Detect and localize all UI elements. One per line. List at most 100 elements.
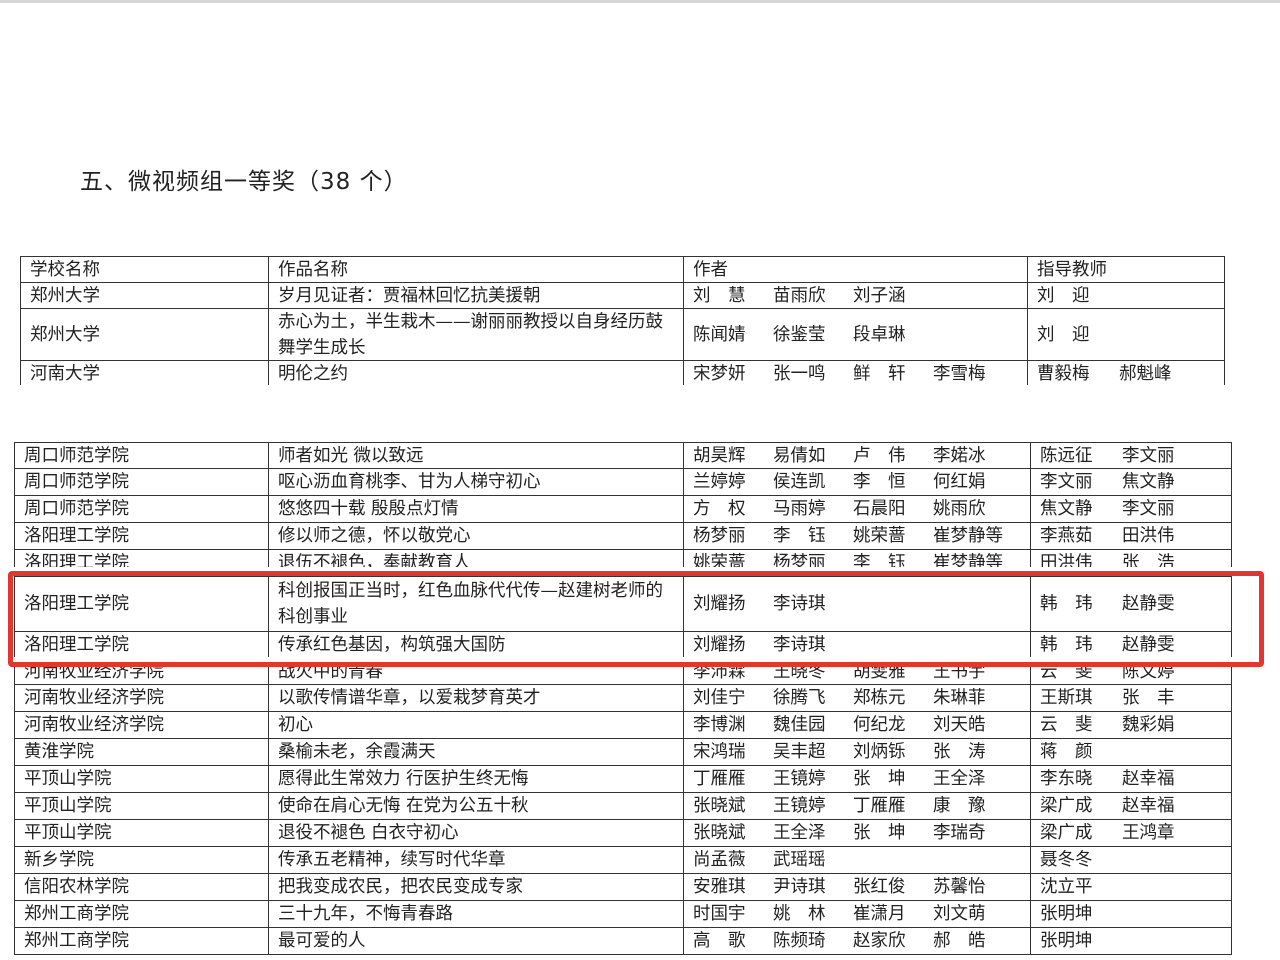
top-edge (0, 0, 1280, 3)
author-name: 鲜 轩 (853, 363, 906, 384)
author-name: 王全泽 (933, 769, 986, 789)
author-name: 张红俊 (853, 877, 906, 897)
school-cell: 周口师范学院 (15, 496, 269, 522)
school-cell: 洛阳理工学院 (15, 577, 269, 631)
author-name: 张晓斌 (693, 796, 746, 816)
work-cell: 三十九年，不悔青春路 (269, 901, 684, 927)
work-cell: 退役不褪色 白衣守初心 (269, 820, 684, 846)
author-name: 李婼冰 (933, 445, 986, 466)
author-name: 胡昊辉 (693, 445, 746, 466)
teacher-name: 李东晓 (1040, 769, 1093, 789)
authors-cell: 安雅琪 尹诗琪 张红俊 苏馨怡 (684, 874, 1031, 900)
author-name: 刘天皓 (933, 715, 986, 735)
author-name: 李瑞奇 (933, 823, 986, 843)
award-table-bottom: 周口师范学院 师者如光 微以致远 胡昊辉 易倩如卢 伟李婼冰 陈远征 李文丽 周口师范学院呕… (14, 442, 1232, 955)
award-table-top: 学校名称 作品名称 作者 指导教师 郑州大学 岁月见证者：贾福林回忆抗美援朝刘 慧苗雨欣刘… (20, 256, 1225, 385)
school-cell: 郑州工商学院 (15, 928, 269, 954)
author-name: 侯连凯 (773, 472, 826, 492)
author-name: 兰婷婷 (693, 472, 746, 492)
work-cell: 传承红色基因，构筑强大国防 (269, 632, 684, 658)
teacher-name: 李燕茹 (1040, 526, 1093, 546)
work-cell: 最可爱的人 (269, 928, 684, 954)
teachers-cell: 李文丽 焦文静 (1031, 469, 1231, 495)
teacher-name: 焦文静 (1040, 499, 1093, 519)
table-row: 平顶山学院 使命在肩心无悔 在党为公五十秋 张晓斌 王镜婷 丁雁雁 康 豫 梁广成 赵幸福 (15, 793, 1231, 820)
author-name: 高 歌 (693, 931, 746, 951)
teacher-name: 赵静雯 (1122, 594, 1175, 614)
authors-cell: 尚孟薇 武瑶瑶 (684, 847, 1031, 873)
teachers-cell: 韩 玮 赵静雯 (1031, 632, 1231, 658)
table-row: 平顶山学院 愿得此生常效力 行医护生终无悔 丁雁雁 王镜婷 张 坤 王全泽 李东晓 赵幸福 (15, 766, 1231, 793)
table-row: 周口师范学院 悠悠四十载 殷殷点灯情方 权 马雨婷 石晨阳 姚雨欣 焦文静 李文丽 (15, 496, 1231, 523)
school-cell: 周口师范学院 (15, 443, 269, 468)
teachers-cell: 张明坤 (1031, 928, 1231, 954)
teacher-name: 曹毅梅 (1037, 363, 1090, 384)
author-name: 刘耀扬 (693, 635, 746, 655)
page-gap (0, 657, 1280, 666)
author-name: 吴丰超 (773, 742, 826, 762)
author-name: 卢 伟 (853, 445, 906, 466)
author-name: 张 坤 (853, 769, 906, 789)
authors-cell: 胡昊辉 易倩如 卢 伟 李婼冰 (684, 443, 1031, 468)
author-name: 张 坤 (853, 823, 906, 843)
author-name: 李雪梅 (933, 363, 986, 384)
author-name: 时国宇 (693, 904, 746, 924)
author-name: 姚雨欣 (933, 499, 986, 519)
authors-cell: 刘 慧 苗雨欣 刘子涵 (684, 283, 1028, 308)
work-cell: 愿得此生常效力 行医护生终无悔 (269, 766, 684, 792)
school-cell: 平顶山学院 (15, 766, 269, 792)
teachers-cell: 焦文静 李文丽 (1031, 496, 1231, 522)
author-name: 刘佳宁 (693, 688, 746, 708)
teacher-name: 刘 迎 (1037, 285, 1090, 306)
school-cell: 郑州大学 (21, 283, 269, 308)
teacher-name: 张明坤 (1040, 904, 1093, 924)
author-name: 李 钰 (773, 526, 826, 546)
author-name: 张 涛 (933, 742, 986, 762)
teachers-cell: 梁广成 赵幸福 (1031, 793, 1231, 819)
teachers-cell: 云 斐 魏彩娟 (1031, 712, 1231, 738)
author-name: 尚孟薇 (693, 850, 746, 870)
author-name: 王镜婷 (773, 769, 826, 789)
work-cell: 使命在肩心无悔 在党为公五十秋 (269, 793, 684, 819)
teachers-cell: 梁广成 王鸿章 (1031, 820, 1231, 846)
author-name: 姚荣蔷 (853, 526, 906, 546)
authors-cell: 李博渊 魏佳园 何纪龙 刘天皓 (684, 712, 1031, 738)
teachers-cell: 曹毅梅 郝魁峰 (1028, 361, 1224, 385)
author-name: 郑栋元 (853, 688, 906, 708)
work-cell: 初心 (269, 712, 684, 738)
author-name: 刘耀扬 (693, 594, 746, 614)
teachers-cell: 陈远征 李文丽 (1031, 443, 1231, 468)
table-row: 周口师范学院 师者如光 微以致远 胡昊辉 易倩如 卢 伟 李婼冰 陈远征 李文丽 (15, 443, 1231, 469)
authors-cell: 时国宇 姚 林 崔潇月 刘文萌 (684, 901, 1031, 927)
author-name: 朱琳菲 (933, 688, 986, 708)
author-name: 何红娟 (933, 472, 986, 492)
teachers-cell: 聂冬冬 (1031, 847, 1231, 873)
table-row: 平顶山学院 退役不褪色 白衣守初心 张晓斌 王全泽 张 坤 李瑞奇 梁广成 王鸿章 (15, 820, 1231, 847)
authors-cell: 丁雁雁 王镜婷 张 坤 王全泽 (684, 766, 1031, 792)
teachers-cell: 蒋 颜 (1031, 739, 1231, 765)
school-cell: 信阳农林学院 (15, 874, 269, 900)
teachers-cell: 王斯琪 张 丰 (1031, 685, 1231, 711)
header-work-cell: 作品名称 (269, 257, 684, 282)
teachers-cell: 李燕茹 田洪伟 (1031, 523, 1231, 549)
header-school-cell: 学校名称 (21, 257, 269, 282)
teachers-cell: 沈立平 (1031, 874, 1231, 900)
school-cell: 郑州大学 (21, 309, 269, 360)
school-cell: 河南牧业经济学院 (15, 712, 269, 738)
author-name: 丁雁雁 (853, 796, 906, 816)
teacher-name: 韩 玮 (1040, 635, 1093, 655)
teacher-name: 焦文静 (1122, 472, 1175, 492)
table-row: 新乡学院 传承五老精神，续写时代华章 尚孟薇 武瑶瑶 聂冬冬 (15, 847, 1231, 874)
author-name: 苗雨欣 (773, 285, 826, 306)
teachers-cell: 张明坤 (1031, 901, 1231, 927)
table-header-row: 学校名称 作品名称 作者 指导教师 (21, 257, 1224, 283)
author-name: 王镜婷 (773, 796, 826, 816)
teacher-name: 郝魁峰 (1119, 363, 1172, 384)
table-row: 河南大学 明伦之约 宋梦妍 张一鸣 鲜 轩 李雪梅 曹毅梅 郝魁峰 (21, 361, 1224, 385)
work-cell: 桑榆未老，余霞满天 (269, 739, 684, 765)
teacher-name: 聂冬冬 (1040, 850, 1093, 870)
author-name: 马雨婷 (773, 499, 826, 519)
teacher-name: 刘 迎 (1037, 324, 1090, 345)
teacher-name: 蒋 颜 (1040, 742, 1093, 762)
teacher-name: 李文丽 (1122, 445, 1175, 466)
